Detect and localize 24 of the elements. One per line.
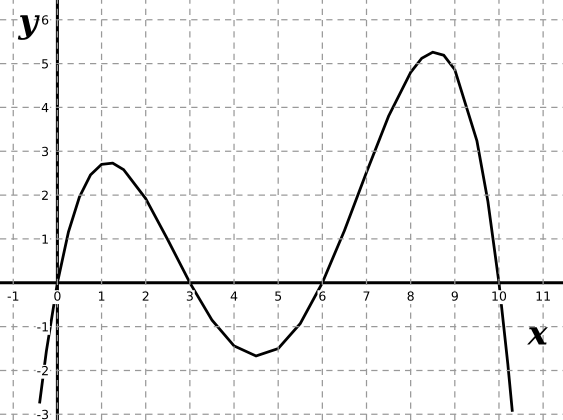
x-tick-label: 2 [142,291,148,301]
y-axis-title: y [18,15,40,40]
x-tick-label: 3 [186,291,193,301]
x-tick-label: 11 [536,291,550,301]
y-tick-label: 2 [42,190,48,200]
y-tick-label: 1 [42,234,48,244]
x-tick-label: 4 [230,291,238,301]
y-tick-label: -1 [37,322,48,332]
x-tick-label: 10 [492,291,506,301]
y-tick-label: -3 [37,410,48,420]
x-tick-label: 8 [408,291,414,301]
x-tick-label: -1 [8,291,18,301]
x-tick-label: 0 [54,291,61,301]
x-tick-label: 6 [319,291,326,301]
y-tick-label: -2 [37,366,48,376]
x-tick-label: 5 [275,291,282,301]
y-tick-label: 5 [42,59,48,68]
x-tick-label: 9 [452,291,458,301]
y-tick-label: 4 [42,103,48,112]
x-tick-label: 7 [364,291,370,301]
y-tick-label: 3 [42,146,48,156]
x-tick-label: 1 [98,291,104,301]
x-axis-title: x [527,327,548,345]
y-tick-label: 6 [42,15,48,25]
